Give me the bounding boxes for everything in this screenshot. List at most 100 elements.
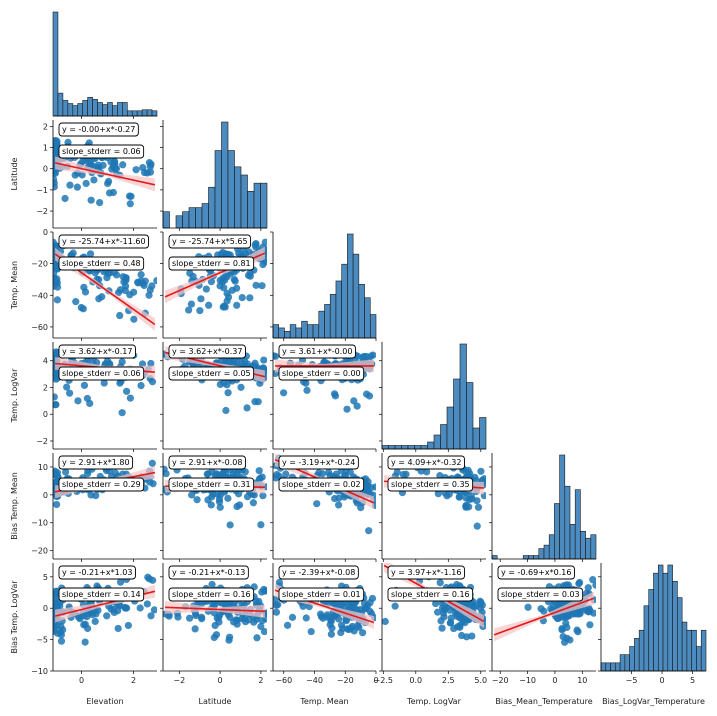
stderr-label: slope_stderr = 0.81 — [172, 259, 251, 268]
scatter-point — [148, 459, 156, 467]
x-tick-label: −2 — [173, 676, 185, 685]
histogram-bar — [585, 537, 592, 560]
histogram-bar — [318, 310, 325, 339]
scatter-point — [258, 617, 266, 625]
panel-r2-c1: y = -25.74+x*5.65 slope_stderr = 0.81 — [160, 231, 267, 341]
scatter-point — [78, 171, 86, 179]
histogram-bar — [221, 121, 229, 229]
equation-label: y = -0.21+x*-0.13 — [172, 568, 245, 577]
histogram-bar — [677, 597, 683, 672]
scatter-point — [592, 581, 596, 589]
histogram-bar — [554, 503, 560, 560]
scatter-point — [561, 638, 569, 646]
scatter-point — [216, 610, 224, 619]
annotation-box — [168, 455, 246, 470]
panel-r0-c0 — [52, 11, 158, 119]
x-axis-label: Latitude — [199, 697, 232, 706]
scatter-point — [438, 624, 446, 632]
x-axis-label: Elevation — [86, 697, 123, 706]
histogram-bar — [234, 166, 242, 229]
y-axis-label: Temp. LogVar — [10, 368, 19, 423]
regression-line — [165, 606, 265, 613]
y-tick-label: 1 — [43, 144, 48, 153]
scatter-point — [468, 632, 476, 640]
scatter-point — [114, 607, 122, 615]
histogram-bar — [420, 445, 428, 450]
annotation-box — [387, 587, 474, 602]
plot-area — [163, 465, 267, 529]
equation-label: y = -0.00+x*-0.27 — [62, 125, 135, 134]
scatter-point — [274, 601, 282, 609]
scatter-point — [80, 621, 88, 629]
scatter-point — [62, 468, 70, 476]
equation-label: y = 3.62+x*-0.17 — [62, 347, 132, 356]
annotation-box — [278, 344, 356, 359]
x-tick-label: 0 — [552, 676, 557, 685]
y-tick-label: 5 — [43, 573, 48, 582]
scatter-point — [524, 603, 532, 611]
scatter-point — [146, 163, 154, 171]
histogram-bar — [538, 548, 545, 560]
histogram-bar — [528, 555, 534, 560]
scatter-point — [260, 627, 267, 636]
scatter-point — [474, 503, 483, 511]
scatter-point — [361, 605, 369, 613]
histogram-bar — [214, 150, 222, 229]
y-tick-label: 0 — [43, 491, 48, 500]
scatter-point — [91, 617, 99, 626]
panel-r4-c3: y = 4.09+x*-0.32 slope_stderr = 0.35 — [379, 453, 486, 562]
scatter-point — [226, 613, 234, 621]
scatter-point — [124, 621, 132, 630]
x-tick-label: −20 — [492, 676, 509, 685]
scatter-point — [257, 521, 265, 529]
histogram-bar — [590, 534, 597, 560]
x-tick-label: 0 — [79, 676, 84, 685]
scatter-point — [246, 294, 254, 302]
scatter-point — [197, 295, 205, 303]
scatter-point — [391, 602, 399, 610]
scatter-point — [382, 617, 389, 626]
scatter-point — [208, 493, 216, 501]
histogram-bar — [141, 109, 148, 117]
scatter-point — [72, 298, 80, 306]
histogram-bar — [667, 564, 673, 672]
equation-label: y = -2.39+x*-0.08 — [282, 568, 355, 577]
scatter-point — [74, 397, 82, 405]
scatter-point — [121, 603, 129, 612]
annotation-box — [168, 477, 255, 492]
annotation-box — [278, 565, 359, 580]
histogram-bar — [87, 96, 93, 117]
scatter-point — [226, 521, 234, 529]
equation-label: y = -3.19+x*-0.24 — [282, 458, 355, 467]
annotation-box — [168, 344, 246, 359]
equation-label: y = 4.09+x*-0.32 — [391, 458, 461, 467]
x-tick-label: 0 — [218, 676, 223, 685]
x-tick-label: −5 — [626, 676, 638, 685]
scatter-point — [423, 468, 431, 476]
histogram-bar — [72, 105, 79, 117]
histogram-bar — [479, 417, 487, 450]
y-tick-label: −1 — [36, 186, 48, 195]
scatter-point — [118, 358, 126, 366]
scatter-point — [358, 353, 367, 362]
scatter-point — [233, 301, 241, 309]
scatter-point — [145, 291, 153, 299]
histogram-bar — [440, 424, 448, 450]
scatter-point — [446, 606, 454, 614]
scatter-point — [80, 381, 89, 389]
scatter-point — [208, 580, 216, 589]
scatter-point — [328, 624, 336, 632]
histogram-bar — [195, 207, 203, 229]
scatter-point — [53, 179, 58, 187]
histogram-bar — [369, 314, 377, 339]
scatter-point — [73, 183, 81, 191]
scatter-point — [331, 392, 340, 400]
histogram-bar — [681, 621, 688, 672]
scatter-point — [252, 240, 260, 248]
scatter-point — [366, 598, 374, 607]
equation-label: y = 3.97+x*-1.16 — [391, 568, 461, 577]
equation-label: y = -25.74+x*5.65 — [172, 237, 248, 246]
scatter-point — [219, 248, 227, 257]
scatter-point — [53, 469, 58, 477]
